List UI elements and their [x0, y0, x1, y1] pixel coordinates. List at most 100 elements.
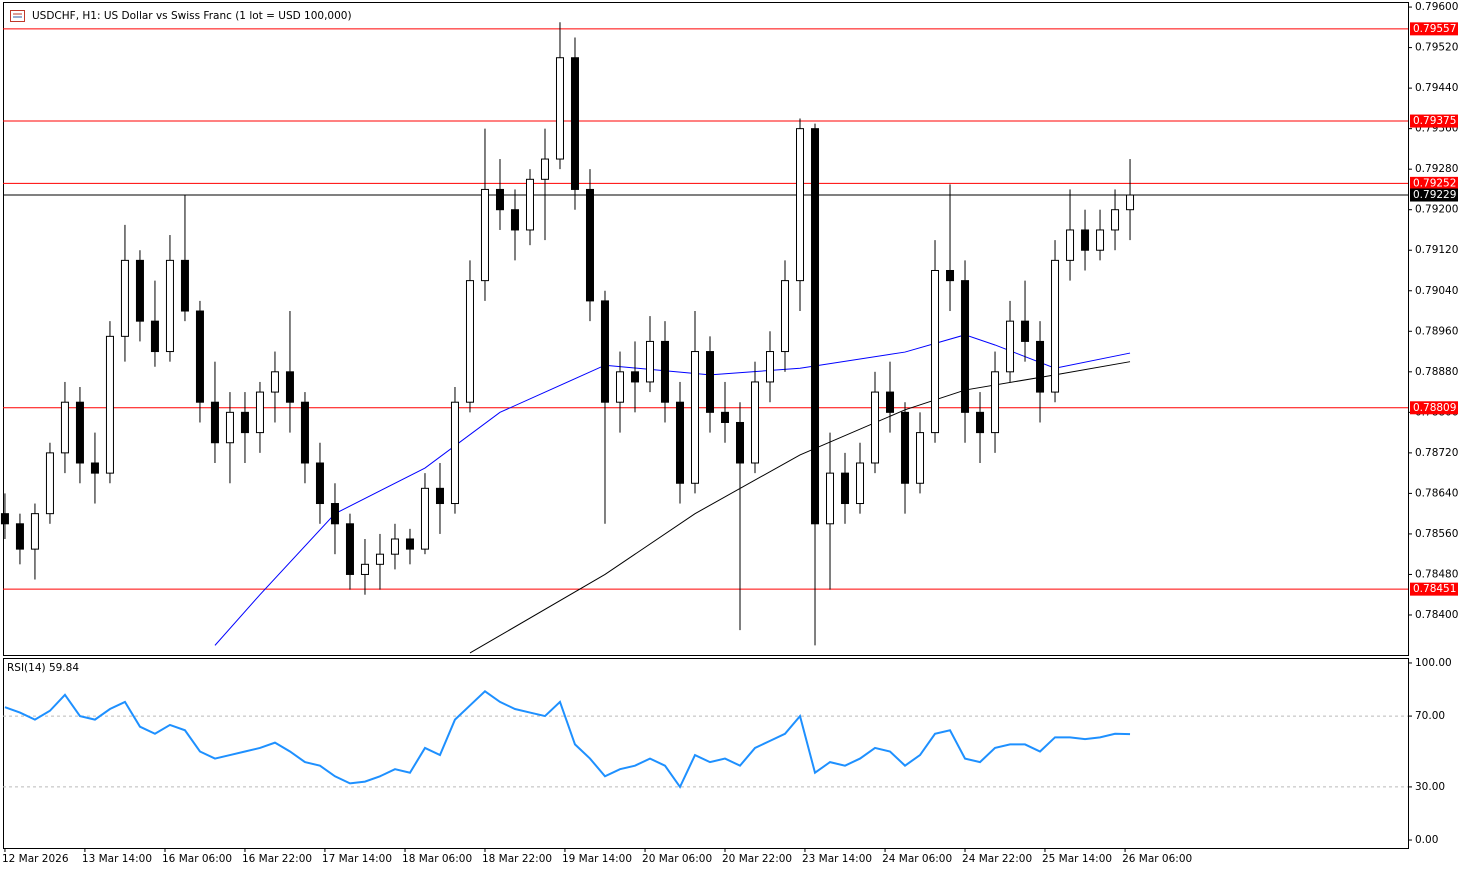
candle-body [1126, 194, 1135, 211]
x-tick-label: 24 Mar 06:00 [882, 853, 952, 865]
candle-body [916, 432, 925, 484]
candle-body [856, 462, 865, 505]
symbol-icon [10, 10, 25, 22]
rsi-line [4, 690, 1131, 789]
candle-body [600, 300, 609, 403]
candle-body [766, 351, 775, 383]
candle-body [1036, 340, 1045, 393]
y-tick-label: 0.78560 [1415, 528, 1458, 540]
candle-body [826, 472, 835, 525]
candle-body [195, 310, 204, 403]
x-tick-label: 26 Mar 06:00 [1122, 853, 1192, 865]
y-tick-label: 30.00 [1415, 781, 1445, 793]
candle-body [690, 351, 699, 484]
price-label: 0.79375 [1413, 115, 1456, 127]
y-tick-label: 0.79200 [1415, 204, 1458, 216]
candle-body [1096, 229, 1105, 251]
candle-body [465, 280, 474, 403]
candle-body [585, 188, 594, 302]
x-tick-label: 13 Mar 14:00 [82, 853, 152, 865]
price-label-box [1410, 176, 1458, 190]
x-tick-label: 17 Mar 14:00 [322, 853, 392, 865]
candle-body [510, 209, 519, 231]
price-label-box [1410, 22, 1458, 36]
price-label-box [1410, 188, 1458, 202]
candle-body [1021, 320, 1030, 342]
candle-body [781, 280, 790, 353]
price-label: 0.78451 [1413, 583, 1456, 595]
y-tick-label: 0.79040 [1415, 285, 1458, 297]
candle-body [180, 259, 189, 312]
rsi-title: RSI(14) 59.84 [7, 662, 79, 674]
candle-body [345, 523, 354, 575]
candle-body [1066, 229, 1075, 261]
candle-body [255, 391, 264, 434]
y-tick-label: 0.78880 [1415, 366, 1458, 378]
candle-body [495, 188, 504, 211]
x-tick-label: 23 Mar 14:00 [802, 853, 872, 865]
candle-body [525, 178, 534, 231]
candle-body [135, 259, 144, 322]
candle-body [105, 335, 114, 474]
candle-body [645, 340, 654, 383]
main-frame [3, 2, 1409, 656]
candle-body [570, 57, 579, 190]
y-tick-label: 0.78400 [1415, 609, 1458, 621]
candle-body [450, 401, 459, 505]
x-tick-label: 19 Mar 14:00 [562, 853, 632, 865]
price-label: 0.78809 [1413, 402, 1456, 414]
candle-body [976, 411, 985, 434]
candle-body [150, 320, 159, 353]
y-tick-label: 0.78960 [1415, 325, 1458, 337]
candle-body [796, 128, 805, 282]
y-tick-label: 0.79440 [1415, 82, 1458, 94]
candle-body [330, 503, 339, 525]
x-tick-label: 20 Mar 22:00 [722, 853, 792, 865]
candle-body [375, 553, 384, 565]
candle-body [931, 269, 940, 434]
candle-body [15, 523, 24, 550]
candle-body [390, 538, 399, 555]
y-tick-label: 0.79280 [1415, 163, 1458, 175]
candle-body [60, 401, 69, 454]
x-tick-label: 18 Mar 22:00 [482, 853, 552, 865]
y-tick-label: 0.78640 [1415, 487, 1458, 499]
y-tick-label: 70.00 [1415, 710, 1445, 722]
candle-body [1051, 259, 1060, 393]
candle-body [90, 462, 99, 474]
y-tick-label: 0.78480 [1415, 568, 1458, 580]
y-tick-label: 0.00 [1415, 834, 1438, 846]
candle-body [165, 259, 174, 353]
candle-body [991, 371, 1000, 434]
candle-body [1006, 320, 1015, 373]
x-tick-label: 12 Mar 2026 [2, 853, 69, 865]
candle-body [435, 487, 444, 505]
chart-title: USDCHF, H1: US Dollar vs Swiss Franc (1 … [32, 10, 352, 22]
candle-body [300, 401, 309, 464]
candle-body [225, 411, 234, 444]
candle-body [555, 57, 564, 160]
candle-body [901, 411, 910, 484]
candle-body [540, 158, 549, 180]
candle-body [75, 401, 84, 464]
price-label-box [1410, 582, 1458, 596]
candle-body [360, 563, 369, 575]
y-tick-label: 0.78720 [1415, 447, 1458, 459]
candle-body [871, 391, 880, 464]
candle-body [1081, 229, 1090, 251]
x-tick-label: 25 Mar 14:00 [1042, 853, 1112, 865]
y-tick-label: 0.79120 [1415, 244, 1458, 256]
candle-body [675, 401, 684, 484]
x-tick-label: 24 Mar 22:00 [962, 853, 1032, 865]
candle-body [270, 371, 279, 393]
price-label-box [1410, 401, 1458, 415]
candle-body [886, 391, 895, 413]
price-label: 0.79557 [1413, 23, 1456, 35]
x-tick-label: 20 Mar 06:00 [642, 853, 712, 865]
y-tick-label: 0.79520 [1415, 42, 1458, 54]
candle-body [45, 452, 54, 515]
candle-body [315, 462, 324, 505]
x-tick-label: 16 Mar 22:00 [242, 853, 312, 865]
